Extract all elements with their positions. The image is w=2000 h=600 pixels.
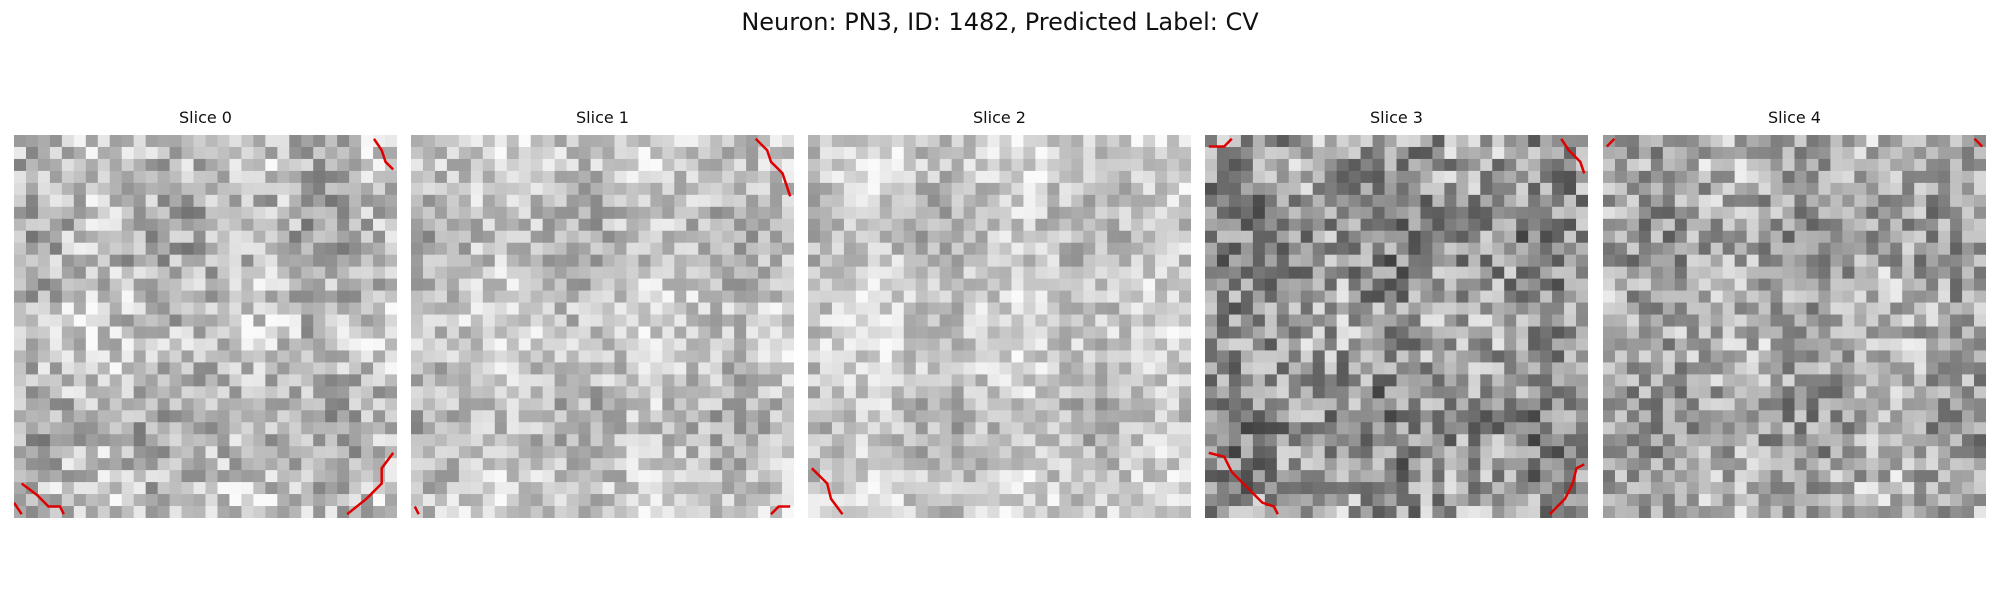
- slice-panel-2: Slice 2: [808, 108, 1191, 518]
- contour-line: [1208, 451, 1279, 515]
- contour-line: [754, 137, 792, 197]
- contour-line: [20, 482, 65, 515]
- slice-image: [808, 135, 1191, 518]
- contour-line: [1560, 138, 1586, 174]
- contour-line: [1548, 463, 1585, 516]
- slice-panel-1: Slice 1: [411, 108, 794, 518]
- slice-title: Slice 2: [973, 108, 1026, 127]
- contour-line: [346, 452, 395, 516]
- contour-line: [1973, 137, 1984, 148]
- slice-panel-0: Slice 0: [14, 108, 397, 518]
- contour-line: [770, 505, 791, 516]
- figure-title: Neuron: PN3, ID: 1482, Predicted Label: …: [741, 8, 1259, 36]
- contour-line: [413, 505, 420, 515]
- slice-image: [14, 135, 397, 518]
- slice-image: [411, 135, 794, 518]
- slice-image: [1603, 135, 1986, 518]
- slice-panel-3: Slice 3: [1205, 108, 1588, 518]
- contour-line: [1605, 137, 1616, 148]
- slice-image: [1205, 135, 1588, 518]
- contour-line: [1208, 137, 1233, 148]
- slice-title: Slice 1: [576, 108, 629, 127]
- slice-panel-4: Slice 4: [1603, 108, 1986, 518]
- slice-title: Slice 3: [1370, 108, 1423, 127]
- contour-line: [372, 138, 395, 171]
- slice-title: Slice 4: [1768, 108, 1821, 127]
- contour-line: [14, 502, 23, 515]
- slice-title: Slice 0: [179, 108, 232, 127]
- contour-line: [810, 467, 844, 515]
